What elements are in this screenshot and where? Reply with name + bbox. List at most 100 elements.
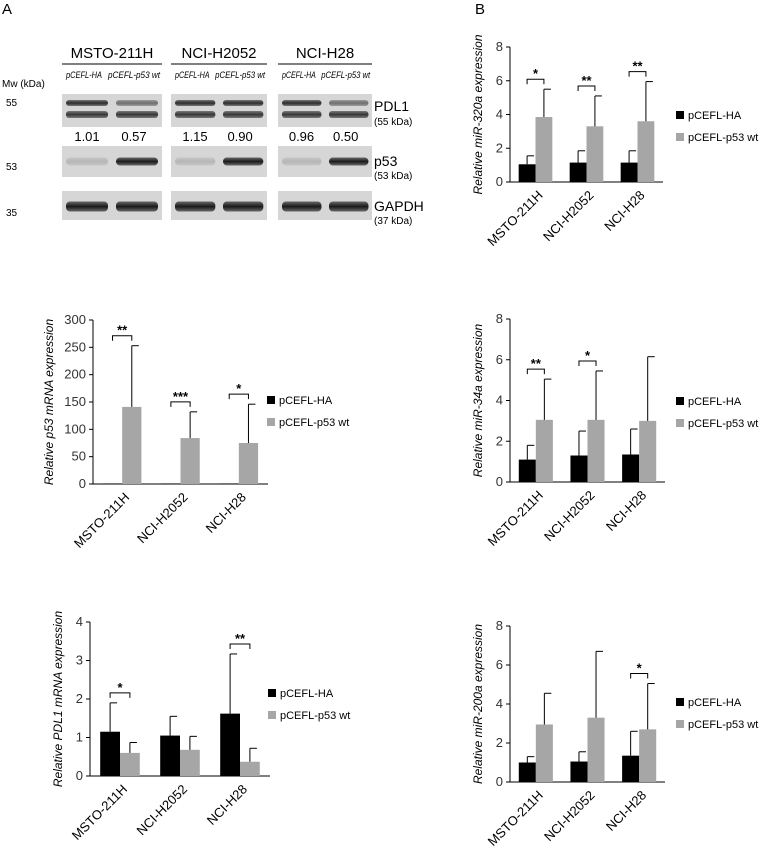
bar xyxy=(160,735,180,776)
band xyxy=(282,157,322,166)
legend-label: pCEFL-p53 wt xyxy=(279,417,349,429)
densitometry-value: 0.96 xyxy=(289,129,314,144)
bar xyxy=(570,761,588,782)
significance-label: * xyxy=(637,661,643,676)
y-tick-label: 8 xyxy=(496,39,503,54)
bar xyxy=(587,419,605,482)
densitometry-value: 0.90 xyxy=(227,129,252,144)
protein-name: GAPDH xyxy=(374,198,424,214)
band xyxy=(116,157,158,166)
legend-swatch xyxy=(676,419,684,427)
y-tick-label: 0 xyxy=(496,174,503,189)
legend-swatch xyxy=(268,711,276,719)
chart-pdl1-mrna: 0 1 2 3 4 Relative PDL1 mRNA expression * MSTO-… xyxy=(51,611,350,843)
y-tick-label: 150 xyxy=(64,394,86,409)
band xyxy=(329,100,369,106)
significance-bracket xyxy=(112,335,133,341)
blot-strip xyxy=(62,94,162,127)
legend-swatch xyxy=(676,698,684,706)
significance-bracket xyxy=(526,78,545,85)
significance-label: * xyxy=(533,66,539,81)
lane-label: pCEFL-HA xyxy=(65,70,102,80)
legend-label: pCEFL-p53 wt xyxy=(688,719,758,731)
protein-size: (53 kDa) xyxy=(374,171,412,182)
significance-bracket xyxy=(628,71,647,77)
y-tick-label: 2 xyxy=(496,433,503,448)
legend-label: pCEFL-HA xyxy=(280,688,334,700)
category-label: NCI-H2052 xyxy=(541,488,598,545)
legend-swatch xyxy=(268,689,276,697)
y-tick-label: 4 xyxy=(496,393,503,408)
band xyxy=(175,201,216,212)
legend-swatch xyxy=(676,133,684,141)
y-tick-label: 2 xyxy=(496,735,503,750)
band xyxy=(66,157,108,166)
significance-label: * xyxy=(236,381,242,396)
significance-bracket xyxy=(577,85,596,91)
chart-p53-mrna: 0 50 100 150 200 250 300 Relative p53 mRNA expr… xyxy=(42,312,349,551)
legend-swatch xyxy=(267,396,275,404)
lane-label: pCEFL-p53 wt xyxy=(107,70,160,80)
lane-label: pCEFL-p53 wt xyxy=(320,70,370,80)
y-tick-label: 4 xyxy=(76,614,83,629)
significance-label: ** xyxy=(117,323,128,338)
band xyxy=(329,111,369,118)
band xyxy=(175,111,216,118)
legend-label: pCEFL-HA xyxy=(688,697,742,709)
y-tick-label: 0 xyxy=(76,768,83,783)
significance-label: *** xyxy=(173,389,189,404)
band xyxy=(329,157,369,166)
bar xyxy=(220,713,240,776)
y-tick-label: 100 xyxy=(64,421,86,436)
category-label: MSTO-211H xyxy=(71,490,132,551)
mw-marker: 55 xyxy=(6,98,18,109)
densitometry-value: 1.01 xyxy=(74,129,99,144)
densitometry-value: 1.15 xyxy=(182,129,207,144)
band xyxy=(223,201,264,212)
y-tick-label: 2 xyxy=(76,691,83,706)
bar xyxy=(240,761,260,776)
category-label: NCI-H2052 xyxy=(540,188,597,245)
bar xyxy=(100,731,120,776)
bar xyxy=(120,752,140,776)
y-tick-label: 8 xyxy=(496,311,503,326)
legend-label: pCEFL-HA xyxy=(279,395,333,407)
legend-label: pCEFL-p53 wt xyxy=(688,418,758,430)
bar xyxy=(161,483,181,485)
significance-bracket xyxy=(578,360,597,366)
legend-label: pCEFL-HA xyxy=(688,396,742,408)
significance-bracket xyxy=(170,401,191,407)
bar xyxy=(620,162,638,182)
chart-mir34a: 0 2 4 6 8 Relative miR-34a expression ** MSTO-2… xyxy=(471,311,758,549)
band xyxy=(223,157,264,166)
significance-label: ** xyxy=(235,631,246,646)
band xyxy=(116,100,158,106)
western-blot: Mw (kDa) 55 53 35 MSTO-211H pCEFL-HA pCEFL-p53… xyxy=(2,45,424,227)
y-tick-label: 6 xyxy=(496,657,503,672)
bar xyxy=(637,121,655,182)
band xyxy=(329,201,369,212)
category-label: MSTO-211H xyxy=(485,788,546,848)
significance-label: ** xyxy=(632,59,643,74)
protein-name: p53 xyxy=(374,153,398,169)
cell-line-header: MSTO-211H xyxy=(71,45,154,62)
band xyxy=(175,157,216,166)
lane-label: pCEFL-HA xyxy=(281,70,316,80)
y-axis-label: Relative miR-200a expression xyxy=(471,624,485,784)
y-tick-label: 200 xyxy=(64,367,86,382)
y-tick-label: 6 xyxy=(496,73,503,88)
y-tick-label: 50 xyxy=(72,449,86,464)
band xyxy=(282,201,322,212)
significance-label: ** xyxy=(581,73,592,88)
category-label: NCI-H28 xyxy=(603,788,649,834)
significance-bracket xyxy=(229,643,251,649)
legend-label: pCEFL-p53 wt xyxy=(280,710,350,722)
significance-bracket xyxy=(228,393,249,400)
band xyxy=(66,201,108,212)
category-label: NCI-H2052 xyxy=(134,490,191,547)
significance-label: ** xyxy=(531,356,542,371)
bar xyxy=(238,443,259,484)
bar xyxy=(639,420,657,482)
category-label: MSTO-211H xyxy=(485,488,546,549)
